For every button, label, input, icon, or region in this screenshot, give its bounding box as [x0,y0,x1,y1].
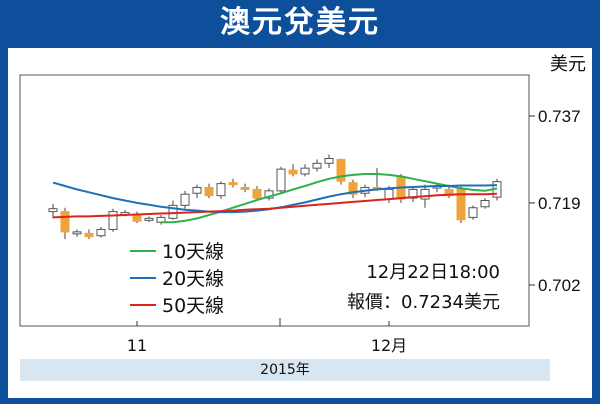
candle-body-up [312,162,322,169]
x-tick-label: 11 [127,336,147,355]
candle-body-up [168,204,178,219]
candle-body-down [84,232,94,238]
chart-title: 澳元兌美元 [220,5,380,40]
candle-body-down [240,186,250,190]
y-tick-label: 0.737 [538,107,581,126]
candle-body-up [276,168,286,192]
candle-body-down [228,182,238,186]
y-unit-label: 美元 [550,54,586,75]
candle-body-up [420,188,430,200]
candle-body-up [144,217,154,221]
chart-panel: 0.702 0.719 0.737 美元 11 12月 10天線 20天線 50天線 12月22日… [8,48,592,398]
candle-body-down [132,214,142,222]
candle-body-up [480,200,490,208]
legend-label: 20天線 [162,268,224,290]
legend-label: 10天線 [162,241,224,263]
candle-body-down [204,186,214,197]
annotation-quote: 報價：0.7234美元 [347,292,500,313]
plot-frame [19,74,530,327]
candle-body-up [324,158,334,164]
candle-body-up [96,228,106,237]
candle-body-up [300,167,310,175]
candle-body-down [336,158,346,182]
candle-body-up [108,211,118,230]
series-line [52,192,498,219]
candle-body-down [348,182,358,195]
period-label: 2015年 [260,362,310,378]
annotation-time: 12月22日18:00 [366,262,500,283]
candle-body-up [468,207,478,218]
candle-body-down [252,188,262,199]
candle-body-up [48,208,58,213]
y-tick-label: 0.702 [538,276,581,295]
candle-body-down [288,169,298,175]
candle-body-up [180,193,190,206]
x-tick-label: 12月 [371,336,407,355]
candle-body-down [456,187,466,221]
legend-label: 50天線 [162,295,224,317]
candlestick-chart: 0.702 0.719 0.737 美元 11 12月 10天線 20天線 50天線 12月22日… [19,54,586,355]
series-line [161,173,498,224]
candle-body-up [72,231,82,235]
period-bar: 2015年 [20,359,550,381]
candle-body-down [60,211,70,233]
candle-body-up [216,183,226,197]
candle-body-up [384,188,394,200]
candle-body-up [192,186,202,194]
y-tick-label: 0.719 [538,194,581,213]
